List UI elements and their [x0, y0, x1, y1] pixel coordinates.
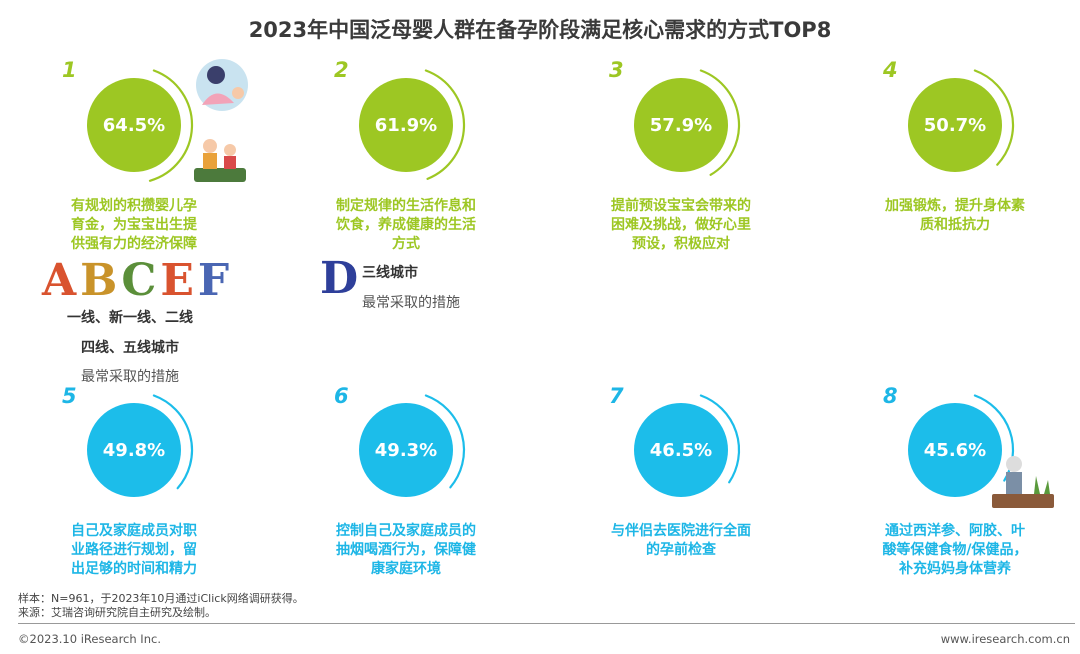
mother-baby-illustration: [196, 59, 248, 111]
family-illustration: [194, 139, 246, 182]
description-2: 制定规律的生活作息和 饮食，养成健康的生活 方式: [316, 197, 496, 254]
description-line: 自己及家庭成员对职: [71, 523, 197, 539]
description-line: 制定规律的生活作息和: [336, 198, 476, 214]
rank-number-8: 8: [883, 384, 898, 408]
value-label-3: 57.9%: [649, 114, 713, 136]
description-1: 有规划的积攒婴儿孕 育金，为宝宝出生提 供强有力的经济保障: [44, 197, 224, 254]
group1-sub: 最常采取的措施: [81, 369, 179, 385]
description-line: 供强有力的经济保障: [71, 236, 197, 252]
description-line: 预设，积极应对: [632, 236, 730, 252]
rank-number-2: 2: [334, 58, 349, 82]
value-circle-4: 50.7%: [908, 78, 1002, 172]
source-note: 来源：艾瑞咨询研究院自主研究及绘制。: [18, 606, 216, 619]
value-label-6: 49.3%: [374, 439, 438, 461]
value-circle-3: 57.9%: [634, 78, 728, 172]
description-3: 提前预设宝宝会带来的 困难及挑战，做好心里 预设，积极应对: [591, 197, 771, 254]
description-line: 与伴侣去医院进行全面: [611, 523, 751, 539]
rank-number-7: 7: [609, 384, 624, 408]
arc-path-4: [973, 69, 1015, 166]
description-line: 加强锻炼，提升身体素: [885, 198, 1025, 214]
value-label-1: 64.5%: [102, 114, 166, 136]
description-line: 提前预设宝宝会带来的: [611, 198, 751, 214]
value-circle-7: 46.5%: [634, 403, 728, 497]
value-label-8: 45.6%: [923, 439, 987, 461]
description-line: 通过西洋参、阿胶、叶: [885, 523, 1025, 539]
value-circle-5: 49.8%: [87, 403, 181, 497]
letter-e: E: [160, 255, 194, 306]
website: www.iresearch.com.cn: [940, 632, 1070, 646]
description-line: 出足够的时间和精力: [71, 561, 197, 577]
value-label-7: 46.5%: [649, 439, 713, 461]
description-line: 抽烟喝酒行为，保障健: [336, 542, 476, 558]
description-line: 育金，为宝宝出生提: [71, 217, 197, 233]
description-line: 质和抵抗力: [920, 217, 990, 233]
letter-a: A: [42, 255, 77, 306]
description-line: 业路径进行规划，留: [71, 542, 197, 558]
value-circle-6: 49.3%: [359, 403, 453, 497]
copyright: ©2023.10 iResearch Inc.: [18, 632, 161, 646]
description-line: 困难及挑战，做好心里: [611, 217, 751, 233]
group1-line2: 四线、五线城市: [81, 340, 179, 356]
value-circle-8: 45.6%: [908, 403, 1002, 497]
description-line: 饮食，养成健康的生活: [336, 217, 476, 233]
letter-f: F: [197, 255, 230, 306]
sample-note: 样本：N=961，于2023年10月通过iClick网络调研获得。: [18, 592, 304, 605]
description-line: 控制自己及家庭成员的: [336, 523, 476, 539]
footer-divider: [18, 623, 1075, 624]
rank-number-1: 1: [62, 58, 77, 82]
letter-b: B: [80, 255, 118, 306]
description-6: 控制自己及家庭成员的 抽烟喝酒行为，保障健 康家庭环境: [316, 522, 496, 579]
letter-d: D: [320, 253, 359, 304]
value-circle-2: 61.9%: [359, 78, 453, 172]
group1-line1: 一线、新一线、二线: [67, 310, 193, 326]
arc-path-7: [699, 394, 741, 484]
value-label-5: 49.8%: [102, 439, 166, 461]
group2-sub: 最常采取的措施: [362, 295, 460, 311]
group2-line1: 三线城市: [362, 265, 418, 281]
rank-number-3: 3: [609, 58, 624, 82]
description-line: 酸等保健食物/保健品，: [882, 542, 1028, 558]
letter-c: C: [121, 255, 157, 306]
description-4: 加强锻炼，提升身体素 质和抵抗力: [865, 197, 1045, 235]
rank-number-4: 4: [883, 58, 898, 82]
description-line: 有规划的积攒婴儿孕: [71, 198, 197, 214]
arc-path-3: [699, 69, 741, 176]
description-7: 与伴侣去医院进行全面 的孕前检查: [591, 522, 771, 560]
arc-path-6: [424, 394, 466, 489]
city-letters-abcef: A B C E F: [42, 258, 229, 304]
value-circle-1: 64.5%: [87, 78, 181, 172]
arc-path-5: [152, 394, 194, 490]
arc-path-1: [148, 69, 194, 182]
arc-path-2: [424, 69, 466, 180]
description-line: 补充妈妈身体营养: [899, 561, 1011, 577]
description-5: 自己及家庭成员对职 业路径进行规划，留 出足够的时间和精力: [44, 522, 224, 579]
rank-number-5: 5: [62, 384, 77, 408]
chart-title: 2023年中国泛母婴人群在备孕阶段满足核心需求的方式TOP8: [248, 18, 832, 42]
value-label-4: 50.7%: [923, 114, 987, 136]
description-8: 通过西洋参、阿胶、叶 酸等保健食物/保健品， 补充妈妈身体营养: [865, 522, 1045, 579]
elder-garden-illustration: [992, 456, 1054, 508]
description-line: 康家庭环境: [371, 561, 441, 577]
description-line: 的孕前检查: [646, 542, 716, 558]
description-line: 方式: [392, 236, 420, 252]
value-label-2: 61.9%: [374, 114, 438, 136]
rank-number-6: 6: [334, 384, 349, 408]
